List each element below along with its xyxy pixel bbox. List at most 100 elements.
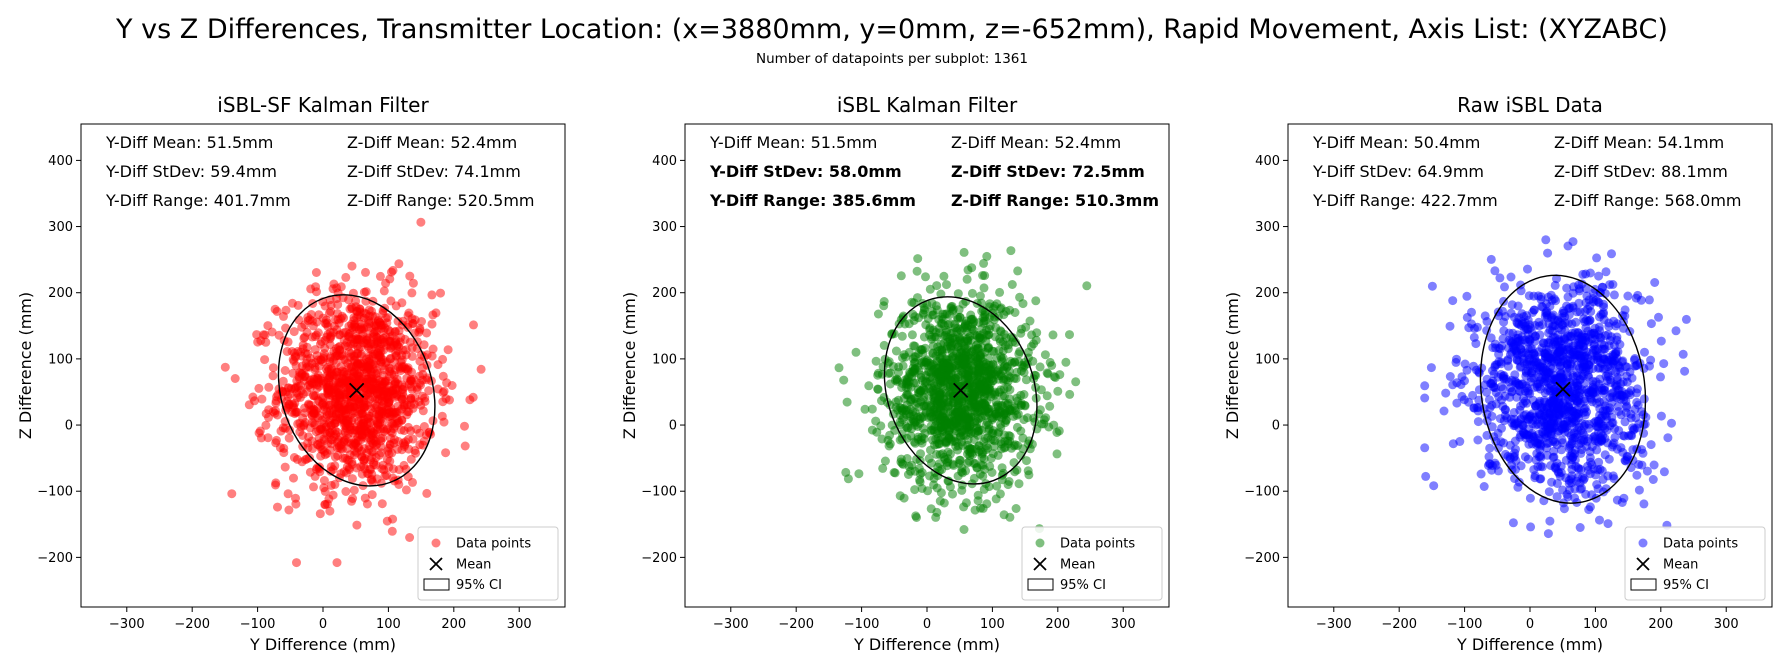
data-point	[982, 499, 992, 509]
x-tick-label: 200	[441, 617, 466, 632]
data-point	[407, 288, 417, 298]
data-point	[361, 267, 370, 277]
data-point	[376, 433, 386, 443]
x-axis-label: Y Difference (mm)	[1456, 635, 1603, 654]
data-point	[1047, 361, 1057, 370]
x-tick-label: 300	[507, 617, 532, 632]
data-point	[1594, 271, 1604, 281]
data-point	[1582, 407, 1592, 417]
data-point	[274, 330, 284, 340]
data-point	[332, 558, 342, 568]
data-point	[1496, 357, 1506, 367]
data-point	[439, 386, 449, 396]
data-point	[885, 430, 895, 440]
data-point	[995, 287, 1005, 297]
data-point	[1082, 281, 1092, 291]
data-point	[920, 360, 929, 370]
data-point	[297, 457, 307, 467]
data-point	[1515, 405, 1525, 415]
data-point	[902, 454, 912, 463]
data-point	[992, 481, 1002, 491]
data-point	[312, 383, 322, 393]
data-point	[1542, 421, 1552, 431]
data-point	[994, 365, 1004, 375]
data-point	[1585, 469, 1595, 479]
data-point	[1579, 314, 1589, 324]
data-point	[424, 386, 434, 396]
scatter-points	[834, 246, 1092, 534]
data-point	[842, 397, 852, 407]
data-point	[997, 354, 1007, 364]
data-point	[913, 293, 922, 303]
data-point	[1680, 366, 1690, 376]
data-point	[1588, 328, 1598, 338]
legend-label: Mean	[1060, 558, 1095, 573]
data-point	[320, 499, 330, 509]
data-point	[1494, 349, 1504, 359]
data-point	[1536, 410, 1546, 420]
data-point	[1035, 362, 1045, 372]
data-point	[949, 394, 959, 403]
data-point	[364, 360, 374, 370]
data-point	[867, 404, 877, 414]
data-point	[447, 381, 457, 390]
data-point	[973, 490, 983, 500]
data-point	[376, 320, 386, 330]
data-point	[1510, 436, 1520, 446]
data-point	[1499, 326, 1509, 336]
data-point	[1524, 414, 1534, 424]
subplot-2: iSBL Kalman Filter −300 −200 −100 0 100 200 300…	[620, 93, 1170, 654]
y-tick-label: 200	[652, 286, 677, 301]
data-point	[341, 487, 351, 496]
data-point	[1012, 422, 1022, 432]
legend-label: Data points	[456, 537, 531, 552]
data-point	[1490, 266, 1500, 276]
data-point	[408, 434, 418, 444]
legend-box	[417, 526, 559, 601]
data-point	[834, 363, 844, 373]
data-point	[938, 363, 948, 373]
data-point	[1625, 390, 1635, 400]
data-point	[1561, 473, 1571, 483]
data-point	[1441, 388, 1451, 398]
data-point	[944, 401, 954, 411]
data-point	[345, 304, 355, 314]
data-point	[419, 340, 429, 350]
data-point	[333, 342, 343, 352]
legend-points-swatch	[1035, 538, 1045, 548]
stat-text: Z-Diff Range: 520.5mm	[347, 191, 535, 210]
data-point	[1507, 386, 1517, 396]
data-point	[408, 477, 417, 487]
data-point	[987, 346, 997, 356]
data-point	[979, 283, 989, 293]
data-point	[873, 309, 883, 319]
data-point	[917, 484, 927, 493]
data-point	[971, 340, 981, 350]
data-point	[1003, 344, 1013, 354]
data-point	[1600, 450, 1610, 460]
data-point	[925, 284, 935, 294]
data-point	[1421, 471, 1431, 481]
data-point	[924, 391, 934, 401]
data-point	[963, 435, 973, 445]
data-point	[1598, 474, 1608, 484]
y-tick-label: 400	[652, 154, 677, 169]
data-point	[297, 322, 307, 332]
data-point	[1567, 406, 1577, 416]
data-point	[341, 272, 351, 282]
stat-text: Z-Diff Mean: 52.4mm	[951, 133, 1121, 152]
data-point	[1613, 401, 1623, 411]
data-point	[280, 423, 290, 433]
data-point	[962, 344, 972, 354]
data-point	[909, 366, 919, 376]
data-point	[364, 305, 374, 315]
data-point	[916, 370, 926, 380]
data-point	[1524, 291, 1534, 301]
x-tick-label: −300	[713, 617, 749, 632]
data-point	[256, 433, 266, 443]
data-point	[959, 323, 969, 333]
data-point	[909, 437, 919, 447]
x-tick-label: −300	[109, 617, 145, 632]
data-point	[328, 490, 338, 500]
data-point	[1577, 483, 1587, 493]
